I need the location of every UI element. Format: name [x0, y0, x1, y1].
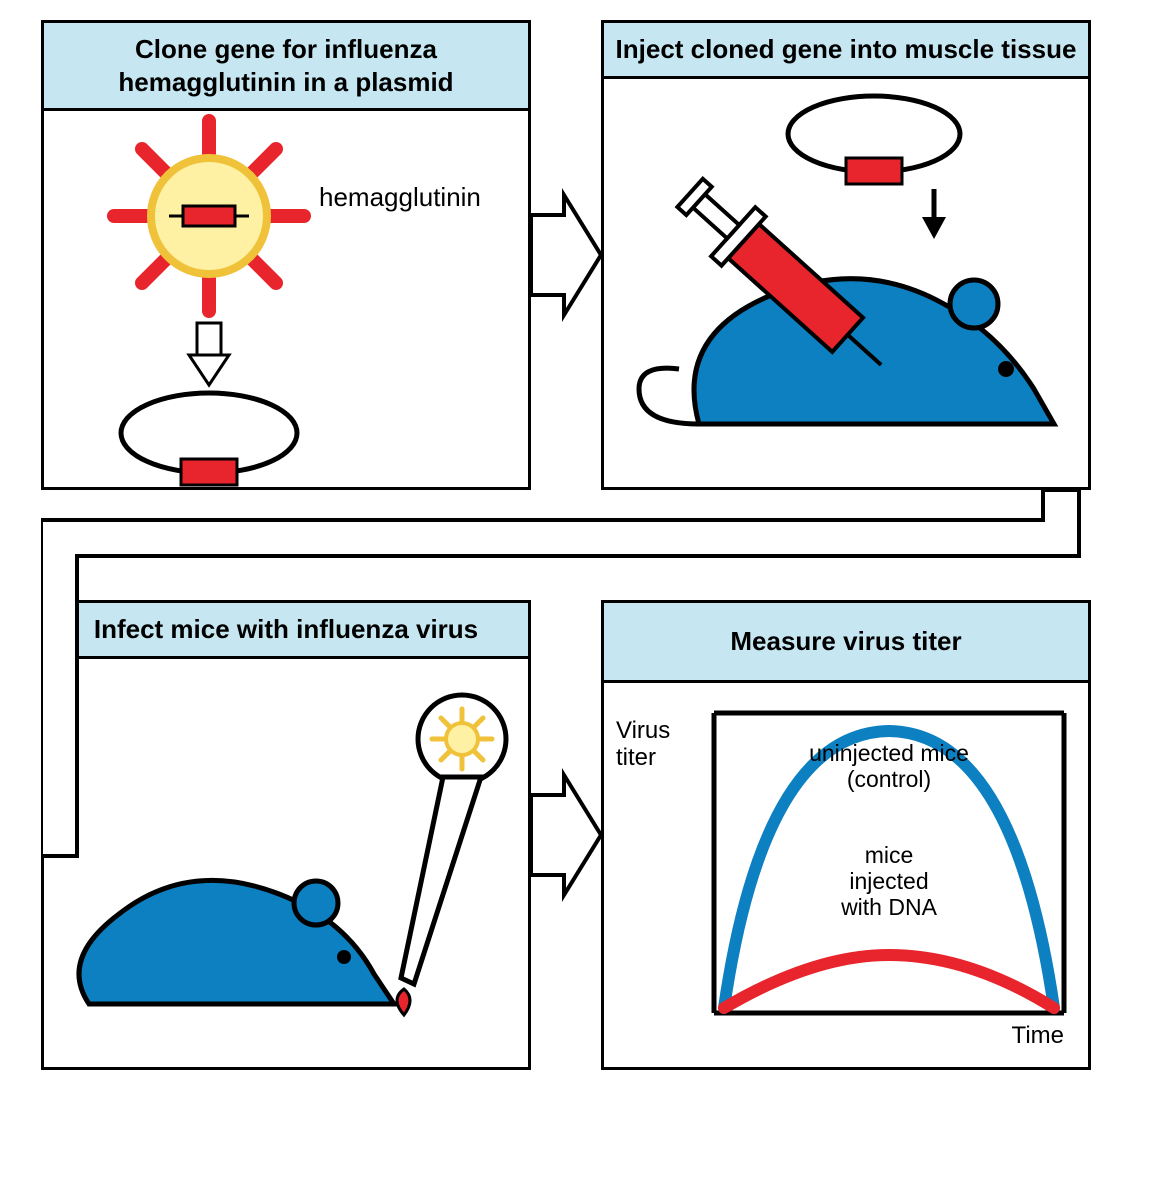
curve-injected [724, 955, 1054, 1008]
chart-xlabel: Time [1012, 1022, 1064, 1049]
legend-control: (control) [847, 766, 931, 792]
hemagglutinin-label: hemagglutinin [319, 182, 481, 212]
panel-inject-gene-title: Inject cloned gene into muscle tissue [604, 23, 1088, 79]
chart-ylabel-l1: Virus [616, 717, 670, 744]
panel-clone-gene-title: Clone gene for influenza hemagglutinin i… [44, 23, 528, 111]
panel-measure-titer-title: Measure virus titer [604, 603, 1088, 683]
arrow-p3-p4 [531, 775, 601, 895]
legend-injected-l3: with DNA [840, 894, 938, 920]
panel-measure-titer: Measure virus titer Virus titer uninjec [601, 600, 1091, 1070]
legend-uninjected: uninjected mice [809, 740, 969, 766]
plasmid-icon [788, 96, 960, 184]
mouse-icon [79, 880, 394, 1004]
virus-titer-chart: Virus titer uninjected mice (control) mi… [604, 683, 1088, 1078]
panel-infect-mice-title: Infect mice with influenza virus [44, 603, 528, 659]
dna-vaccine-diagram: Clone gene for influenza hemagglutinin i… [41, 20, 1111, 1120]
inject-gene-illustration [604, 79, 1088, 464]
arrow-down-icon [189, 323, 229, 385]
chart-ylabel-l2: titer [616, 744, 656, 771]
panel-inject-gene: Inject cloned gene into muscle tissue [601, 20, 1091, 490]
arrow-down-icon [922, 189, 946, 239]
panel-clone-gene: Clone gene for influenza hemagglutinin i… [41, 20, 531, 490]
legend-injected-l1: mice [865, 842, 914, 868]
legend-injected-l2: injected [849, 868, 928, 894]
panel-infect-mice: Infect mice with influenza virus [41, 600, 531, 1070]
arrow-p1-p2 [531, 195, 601, 315]
clone-gene-illustration: hemagglutinin [44, 111, 528, 496]
virus-particle-icon [114, 121, 304, 311]
plasmid-icon [121, 393, 297, 485]
pipette-icon [397, 695, 506, 1015]
infect-mice-illustration [44, 659, 528, 1044]
